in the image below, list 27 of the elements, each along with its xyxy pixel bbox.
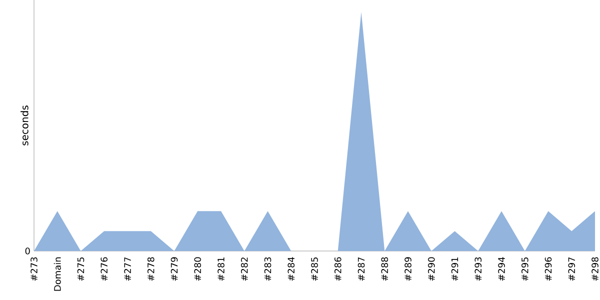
x-tick-label: #289 [404,257,412,281]
x-tick-label: #290 [428,257,435,281]
x-tick-label: #282 [240,258,248,281]
x-tick-label: #297 [568,257,576,281]
x-tick-label: #291 [451,258,458,281]
x-tick-label: #286 [334,257,342,281]
x-tick-label: #287 [358,257,365,281]
x-tick-label: #277 [124,257,131,281]
y-axis-title: seconds [20,106,28,146]
x-tick-label: #281 [218,258,224,281]
x-tick-label: #285 [311,257,318,281]
x-tick-label: #283 [264,257,272,281]
x-tick-label: Domain [54,257,61,291]
x-tick-label: #294 [498,257,505,281]
x-tick-label: #288 [381,257,388,281]
x-tick-label: #284 [288,257,295,281]
x-tick-label: #293 [474,257,482,281]
x-tick-label: #273 [30,257,38,281]
x-tick-label: #275 [77,257,84,281]
x-tick-label: #296 [544,257,552,281]
x-tick-label: #298 [592,257,598,281]
x-tick-label: #278 [147,257,154,281]
text: 0 [25,248,30,254]
x-tick-label: #295 [521,257,528,281]
x-tick-label: #279 [170,257,178,281]
x-tick-label: #280 [194,257,202,281]
x-tick-label: #276 [100,257,108,281]
